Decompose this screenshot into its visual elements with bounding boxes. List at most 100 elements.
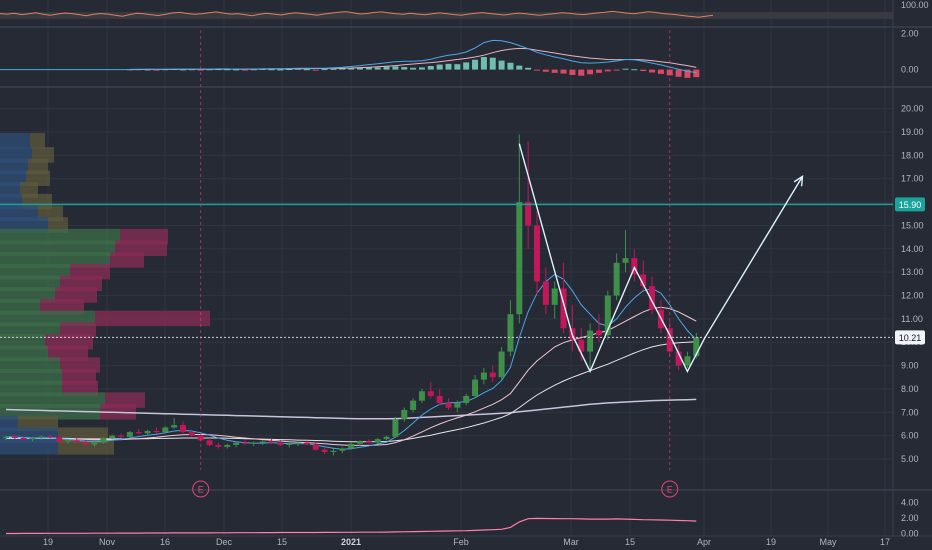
macd-histogram-bar — [374, 67, 381, 70]
time-axis-tick: 2021 — [341, 537, 361, 547]
volume-profile-up-bar — [0, 193, 22, 210]
time-axis-tick: May — [819, 537, 837, 547]
time-axis-tick: 19 — [766, 537, 776, 547]
time-axis-tick: 17 — [880, 537, 890, 547]
macd-histogram-bar — [445, 63, 452, 70]
macd-histogram-bar — [560, 69, 567, 74]
price-axis[interactable]: 100.002.000.0020.0019.0018.0017.0016.001… — [895, 0, 929, 539]
candle-body — [383, 436, 390, 440]
candle-body — [144, 430, 151, 434]
macd-histogram-bar — [534, 69, 540, 71]
panel-separators — [0, 0, 932, 537]
macd-histogram-bar — [410, 67, 417, 70]
resistance-price-label: 15.90 — [899, 200, 922, 210]
candle-body — [427, 391, 434, 396]
candle-body — [339, 448, 346, 451]
candle-body — [224, 444, 231, 447]
grid — [0, 0, 893, 536]
volume-profile-up-bar — [0, 298, 40, 315]
candle-body — [135, 432, 142, 434]
candle-body — [241, 442, 248, 444]
candle-body — [250, 442, 257, 444]
time-axis-tick: 15 — [625, 537, 635, 547]
macd-histogram-bar — [277, 69, 284, 71]
volume-profile-down-bar — [26, 170, 50, 186]
volume-profile-up-bar — [0, 240, 115, 257]
candle-body — [445, 402, 452, 408]
rsi-axis-tick: 100.00 — [901, 0, 929, 10]
time-axis-tick: 15 — [277, 537, 287, 547]
macd-histogram-bar — [604, 69, 611, 72]
candle-body — [197, 435, 204, 441]
price-axis-tick: 11.00 — [901, 314, 923, 324]
earnings-marker-label: E — [667, 485, 673, 495]
lower-axis-tick: 4.00 — [901, 497, 919, 507]
candle-body — [47, 436, 54, 438]
candle-body — [180, 425, 186, 433]
time-axis-tick: Mar — [563, 537, 579, 547]
volume-profile-up-bar — [0, 205, 38, 222]
lower-axis-tick: 2.00 — [901, 513, 919, 523]
macd-histogram-bar — [268, 69, 275, 71]
candle-body — [330, 450, 337, 452]
macd-histogram-bar — [339, 68, 346, 70]
candle-body — [153, 430, 160, 433]
macd-histogram-bar — [197, 69, 204, 71]
candle-body — [357, 441, 363, 444]
candle-body — [73, 440, 80, 443]
candle-body — [587, 330, 594, 352]
candle-body — [542, 281, 549, 305]
volume-profile-down-bar — [45, 333, 93, 350]
volume-profile-down-bar — [48, 217, 68, 233]
price-axis-tick: 8.00 — [901, 384, 919, 394]
candle-body — [410, 400, 417, 410]
volume-profile-up-bar — [0, 380, 62, 397]
candle-body — [604, 295, 611, 336]
candle-body — [348, 443, 355, 449]
candle-body — [534, 225, 540, 282]
candle-body — [489, 372, 496, 378]
candle-body — [507, 314, 514, 352]
candle-body — [595, 330, 602, 336]
volume-profile-down-bar — [60, 322, 96, 338]
macd-histogram-bar — [303, 69, 310, 71]
time-axis-tick: Dec — [216, 537, 233, 547]
volume-profile-down-bar — [55, 287, 97, 303]
last-price-label: 10.21 — [899, 333, 922, 343]
macd-histogram-bar — [436, 64, 443, 70]
volume-profile-down-bar — [22, 193, 52, 210]
volume-profile-up-bar — [0, 322, 60, 338]
macd-histogram-bar — [180, 69, 186, 71]
volume-profile-up-bar — [0, 182, 20, 198]
macd-histogram-bar — [250, 69, 257, 71]
volume-profile-down-bar — [48, 345, 88, 362]
last-price-badge — [895, 330, 925, 345]
candle-body — [649, 286, 656, 310]
price-axis-tick: 18.00 — [901, 150, 924, 160]
volume-profile-down-bar — [120, 228, 168, 245]
candle-body — [551, 288, 558, 305]
rsi-panel — [0, 10, 893, 19]
candle-body — [91, 442, 98, 445]
time-axis[interactable]: 19 Nov 16 Dec 15 2021 Feb Mar 15 Apr 19 May 17 — [43, 537, 890, 547]
candle-body — [613, 262, 620, 296]
price-axis-tick: 7.00 — [901, 407, 919, 417]
volume-profile-down-bar — [20, 182, 38, 198]
earnings-marker — [192, 480, 210, 498]
rsi-band — [0, 12, 893, 19]
macd-histogram-bar — [649, 69, 656, 73]
candle-body — [20, 437, 27, 440]
lower-indicator-line — [6, 517, 697, 535]
macd-histogram-bar — [206, 69, 213, 71]
macd-histogram-bar — [578, 69, 585, 76]
macd-histogram-bar — [401, 67, 408, 70]
macd-histogram-bar — [498, 60, 505, 70]
candle-body — [693, 337, 700, 357]
macd-axis-tick: 2.00 — [901, 29, 919, 39]
candle-body — [171, 425, 178, 428]
volume-profile-up-bar — [0, 147, 32, 163]
candle-body — [392, 419, 399, 437]
candle-body — [418, 391, 425, 401]
